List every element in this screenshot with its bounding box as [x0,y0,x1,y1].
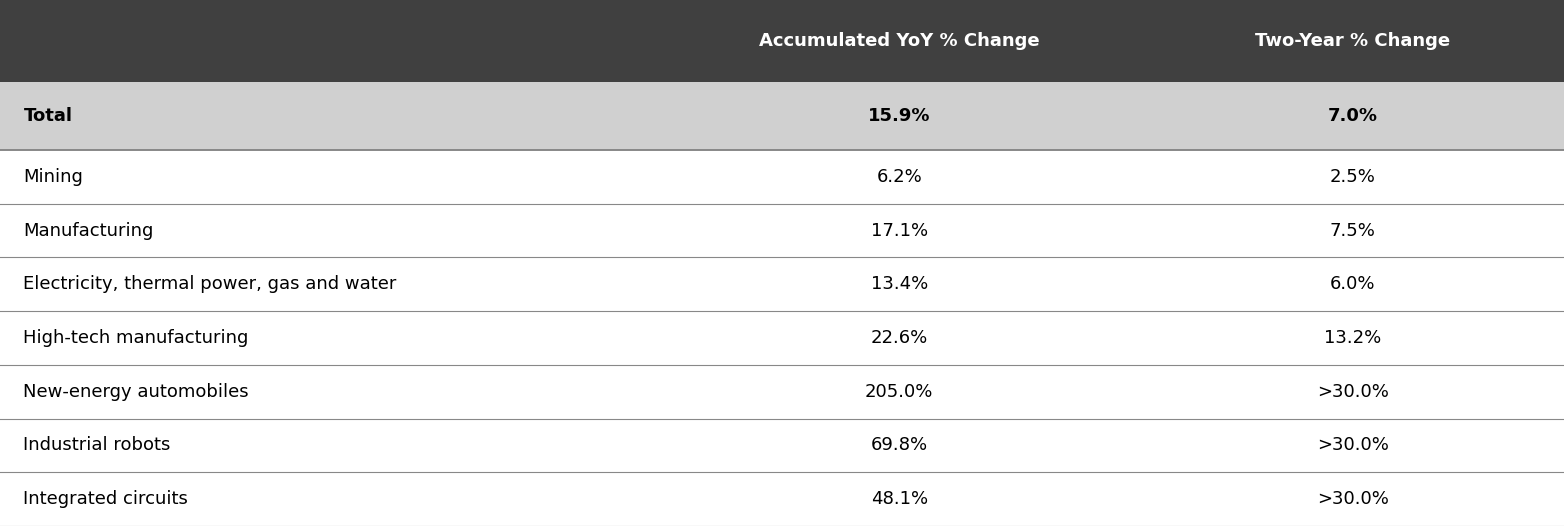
Bar [657,82,1142,150]
Text: 15.9%: 15.9% [868,107,931,125]
Bar [1142,204,1564,257]
Bar [1142,0,1564,82]
Bar [0,82,657,150]
Bar [0,257,657,311]
Bar [657,257,1142,311]
Text: 7.0%: 7.0% [1328,107,1378,125]
Text: 13.2%: 13.2% [1325,329,1381,347]
Bar [0,204,657,257]
Bar [1142,311,1564,365]
Bar [657,311,1142,365]
Text: Industrial robots: Industrial robots [23,437,170,454]
Text: 2.5%: 2.5% [1329,168,1376,186]
Bar [1142,150,1564,204]
Bar [0,0,657,82]
Bar [1142,472,1564,526]
Text: Integrated circuits: Integrated circuits [23,490,188,508]
Text: Manufacturing: Manufacturing [23,221,153,239]
Bar [657,0,1142,82]
Bar [657,472,1142,526]
Bar [657,150,1142,204]
Bar [0,150,657,204]
Text: New-energy automobiles: New-energy automobiles [23,383,249,401]
Text: High-tech manufacturing: High-tech manufacturing [23,329,249,347]
Text: >30.0%: >30.0% [1317,490,1389,508]
Bar [0,311,657,365]
Bar [1142,365,1564,419]
Text: >30.0%: >30.0% [1317,383,1389,401]
Text: 48.1%: 48.1% [871,490,927,508]
Text: 17.1%: 17.1% [871,221,927,239]
Text: Electricity, thermal power, gas and water: Electricity, thermal power, gas and wate… [23,275,397,293]
Text: 69.8%: 69.8% [871,437,927,454]
Text: Accumulated YoY % Change: Accumulated YoY % Change [759,32,1040,50]
Bar [0,365,657,419]
Bar [0,472,657,526]
Bar [1142,257,1564,311]
Text: Total: Total [23,107,72,125]
Text: 13.4%: 13.4% [871,275,927,293]
Bar [657,204,1142,257]
Bar [657,419,1142,472]
Text: 22.6%: 22.6% [871,329,927,347]
Text: 205.0%: 205.0% [865,383,934,401]
Bar [657,365,1142,419]
Bar [1142,419,1564,472]
Text: 6.2%: 6.2% [876,168,923,186]
Text: Mining: Mining [23,168,83,186]
Bar [0,419,657,472]
Text: 6.0%: 6.0% [1329,275,1376,293]
Bar [1142,82,1564,150]
Text: >30.0%: >30.0% [1317,437,1389,454]
Text: Two-Year % Change: Two-Year % Change [1256,32,1450,50]
Text: 7.5%: 7.5% [1329,221,1376,239]
